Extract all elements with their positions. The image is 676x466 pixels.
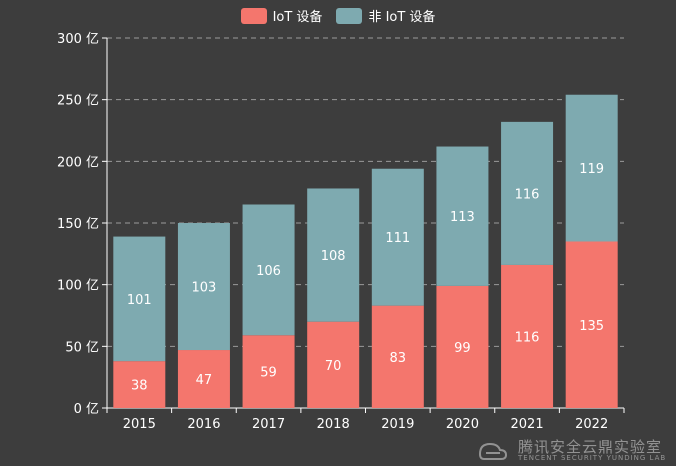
x-tick-label: 2021 [511,417,544,432]
legend-item-non-iot[interactable]: 非 IoT 设备 [336,6,435,25]
data-label: 116 [515,330,540,345]
bar-non-iot [242,204,295,336]
legend-label-iot: IoT 设备 [272,10,323,25]
data-label: 99 [454,341,471,356]
bar-non-iot [177,223,230,351]
y-tick-label: 300 亿 [57,32,99,47]
data-label: 59 [260,366,277,381]
data-label: 101 [127,293,152,308]
data-label: 116 [515,187,540,202]
bar-iot [371,305,424,408]
legend-item-iot[interactable]: IoT 设备 [240,6,323,25]
data-label: 113 [450,210,475,225]
data-label: 70 [325,359,342,374]
x-tick-label: 2018 [317,417,350,432]
data-label: 47 [196,373,213,388]
y-tick-label: 250 亿 [57,94,99,109]
data-label: 108 [321,249,346,264]
x-tick-label: 2020 [446,417,479,432]
x-tick-label: 2017 [252,417,285,432]
watermark-text-cn: 腾讯安全云鼎实验室 [518,438,663,456]
data-label: 135 [579,319,604,334]
bar-iot [436,285,489,408]
watermark: 腾讯安全云鼎实验室 TENCENT SECURITY YUNDING LAB [476,434,676,466]
bar-iot [242,335,295,408]
data-label: 103 [192,281,217,296]
x-tick-label: 2019 [381,417,414,432]
bar-non-iot [371,168,424,306]
bar-non-iot [307,188,360,322]
y-tick-label: 200 亿 [57,155,99,170]
legend-label-non-iot: 非 IoT 设备 [368,10,436,25]
bar-non-iot [436,146,489,286]
data-label: 38 [131,379,148,394]
bar-iot [307,321,360,408]
x-tick-label: 2015 [123,417,156,432]
bar-iot [565,241,618,408]
y-tick-label: 100 亿 [57,279,99,294]
data-label: 106 [256,264,281,279]
data-label: 83 [390,351,407,366]
x-tick-label: 2022 [575,417,608,432]
bar-iot [177,350,230,408]
bar-non-iot [113,236,166,362]
legend-swatch-iot [240,7,267,24]
watermark-text-en: TENCENT SECURITY YUNDING LAB [518,454,667,462]
x-tick-label: 2016 [187,417,220,432]
data-label: 111 [385,231,410,246]
legend-swatch-non-iot [336,7,363,24]
y-tick-label: 50 亿 [65,340,99,355]
y-tick-label: 150 亿 [57,217,99,232]
chart-legend: IoT 设备 非 IoT 设备 [0,6,676,25]
tencent-cloud-logo-icon [478,442,508,460]
y-tick-label: 0 亿 [74,402,99,417]
bar-non-iot [501,121,554,265]
bar-non-iot [565,94,618,242]
data-label: 119 [579,162,604,177]
bar-iot [501,264,554,408]
bar-iot [113,361,166,408]
